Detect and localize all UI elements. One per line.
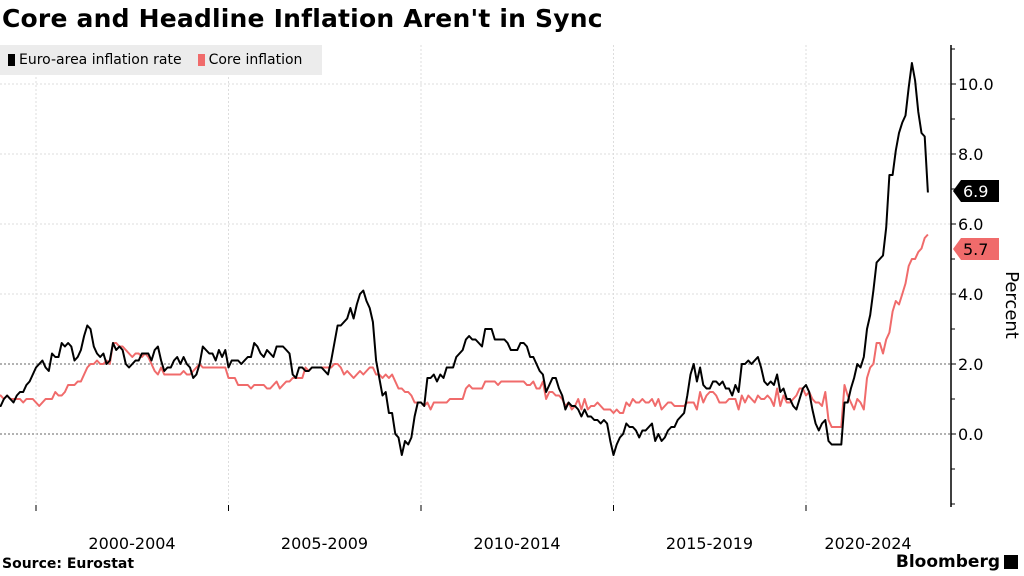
- y-axis-label: Percent: [1001, 271, 1022, 339]
- bloomberg-logo-icon: [1004, 555, 1018, 569]
- legend-item-core: Core inflation: [197, 52, 303, 68]
- logo-text: Bloomberg: [895, 552, 1000, 572]
- y-tick-label: 4.0: [958, 285, 983, 304]
- legend-swatch-headline: [8, 54, 15, 66]
- end-value-label: 6.9: [963, 182, 988, 201]
- source-note: Source: Eurostat: [2, 556, 135, 572]
- end-value-flag: [953, 180, 999, 202]
- chart-title: Core and Headline Inflation Aren't in Sy…: [2, 4, 603, 33]
- y-tick-label: 2.0: [958, 355, 983, 374]
- series-line-core: [0, 233, 929, 428]
- x-tick-label: 2020-2024: [824, 534, 911, 553]
- legend-label-headline: Euro-area inflation rate: [19, 52, 182, 68]
- x-tick-label: 2000-2004: [88, 534, 175, 553]
- x-tick-label: 2015-2019: [666, 534, 753, 553]
- end-value-flag: [953, 238, 999, 260]
- series-line-headline: [0, 62, 929, 456]
- legend: Euro-area inflation rate Core inflation: [0, 45, 322, 75]
- bloomberg-logo: Bloomberg: [896, 552, 1018, 572]
- x-tick-label: 2005-2009: [281, 534, 368, 553]
- y-tick-label: 0.0: [958, 425, 983, 444]
- legend-label-core: Core inflation: [208, 52, 303, 68]
- end-value-label: 5.7: [963, 240, 988, 259]
- y-tick-label: 8.0: [958, 145, 983, 164]
- y-tick-label: 6.0: [958, 215, 983, 234]
- legend-swatch-core: [197, 54, 205, 66]
- legend-item-headline: Euro-area inflation rate: [8, 52, 182, 68]
- x-tick-label: 2010-2014: [473, 534, 560, 553]
- y-tick-label: 10.0: [958, 75, 994, 94]
